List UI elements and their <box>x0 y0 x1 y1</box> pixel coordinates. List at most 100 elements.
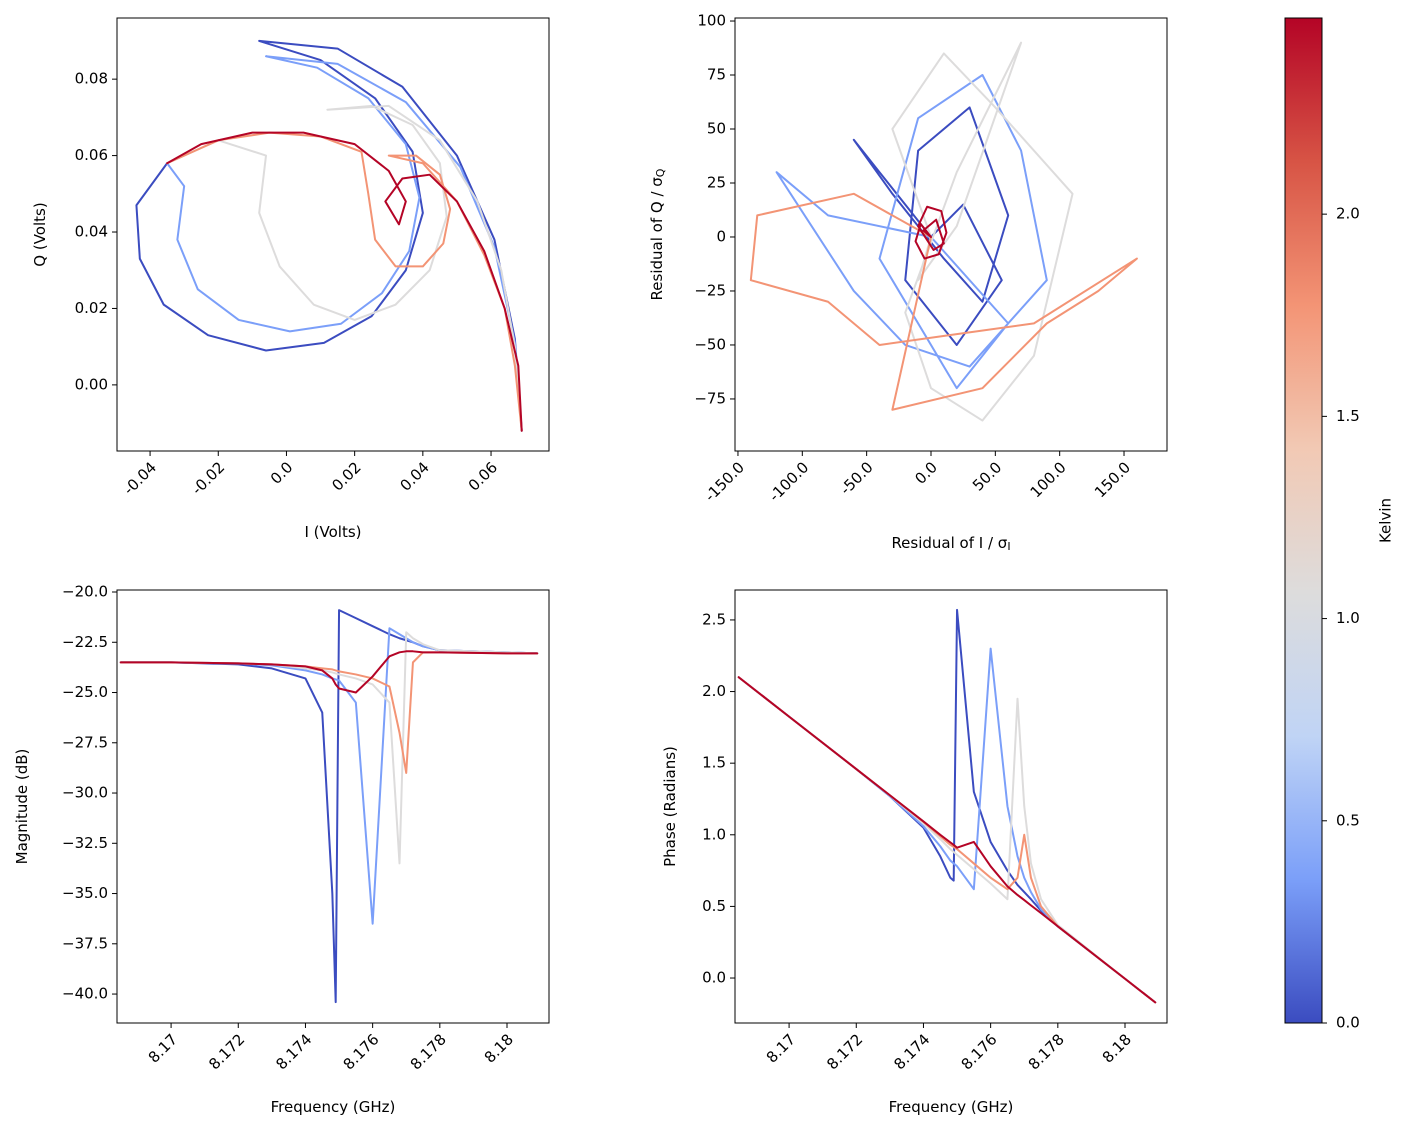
y-tick-label: 75 <box>707 66 726 84</box>
y-tick-label: −50 <box>694 335 726 353</box>
plot-area <box>749 41 1138 422</box>
x-tick-label: 8.174 <box>272 1030 315 1073</box>
y-tick-label: 0.02 <box>75 299 108 317</box>
curve <box>852 106 1010 346</box>
curve <box>737 647 1157 1004</box>
colorbar-tick-label: 1.0 <box>1336 609 1360 627</box>
x-tick-label: 50.0 <box>969 458 1005 494</box>
x-tick-label: -150.0 <box>701 458 748 505</box>
x-axis-label: Residual of I / σI <box>891 534 1010 554</box>
curve <box>914 205 948 260</box>
curve <box>166 131 523 432</box>
x-tick-label: 8.178 <box>1025 1030 1068 1073</box>
x-tick-label: 8.174 <box>890 1030 933 1073</box>
curve <box>891 41 1074 422</box>
y-axis-label: Magnitude (dB) <box>13 749 31 865</box>
y-tick-label: 0.06 <box>75 146 108 164</box>
y-axis-label-main: Magnitude (dB) <box>13 749 31 865</box>
axes-frame <box>116 589 550 1024</box>
colorbar-tick-label: 0.0 <box>1336 1014 1360 1032</box>
x-tick-label: 8.172 <box>205 1030 248 1073</box>
y-tick-label: 100 <box>697 12 726 30</box>
y-tick-label: −20.0 <box>62 583 108 601</box>
plot-area <box>119 609 539 1004</box>
y-tick-label: 25 <box>707 173 726 191</box>
x-tick-label: -100.0 <box>765 458 812 505</box>
x-axis-label: Frequency (GHz) <box>271 1098 396 1116</box>
colorbar-label: Kelvin <box>1377 498 1395 543</box>
y-tick-label: −27.5 <box>62 733 108 751</box>
x-tick-label: -0.04 <box>120 458 160 498</box>
x-tick-label: 8.178 <box>407 1030 450 1073</box>
colorbar-tick-label: 1.5 <box>1336 407 1360 425</box>
axes-frame <box>116 17 550 452</box>
colorbar-tick-label: 2.0 <box>1336 205 1360 223</box>
x-tick-label: 0.0 <box>267 458 297 488</box>
y-tick-label: 0.00 <box>75 375 108 393</box>
x-tick-label: 0.06 <box>465 458 501 494</box>
curve <box>119 651 539 774</box>
x-tick-label: 8.176 <box>340 1030 383 1073</box>
curve <box>166 131 523 432</box>
x-tick-label: 8.18 <box>1099 1030 1135 1066</box>
y-tick-label: 50 <box>707 120 726 138</box>
y-tick-label: −25 <box>694 281 726 299</box>
y-tick-label: 1.5 <box>702 754 726 772</box>
y-tick-label: −22.5 <box>62 633 108 651</box>
y-tick-label: −32.5 <box>62 834 108 852</box>
x-tick-label: 0.04 <box>397 458 433 494</box>
curve <box>166 55 523 432</box>
curve <box>119 650 539 694</box>
curve <box>135 39 523 432</box>
y-tick-label: 0 <box>716 227 726 245</box>
y-axis-label-main: Q (Volts) <box>31 202 49 266</box>
plot-area <box>135 39 523 432</box>
x-tick-label: 100.0 <box>1027 458 1070 501</box>
y-axis-label-main: Residual of Q / σ <box>648 177 666 301</box>
x-tick-label: 0.02 <box>328 458 364 494</box>
colorbar <box>1284 17 1323 1024</box>
y-tick-label: −75 <box>694 389 726 407</box>
curve <box>749 192 1138 411</box>
y-tick-label: 0.08 <box>75 70 108 88</box>
y-axis-label-subscript: Q <box>654 168 667 177</box>
x-axis-label-main: Residual of I / σ <box>891 534 1007 552</box>
curve <box>737 676 1157 1004</box>
y-tick-label: 0.0 <box>702 969 726 987</box>
x-tick-label: -50.0 <box>836 458 876 498</box>
colorbar-tick-label: 0.5 <box>1336 811 1360 829</box>
axes-frame <box>734 589 1168 1024</box>
x-tick-label: -0.02 <box>188 458 228 498</box>
axes-frame <box>734 17 1168 452</box>
y-tick-label: −30.0 <box>62 784 108 802</box>
x-axis-label-main: Frequency (GHz) <box>271 1098 396 1116</box>
y-tick-label: −40.0 <box>62 985 108 1003</box>
y-tick-label: −25.0 <box>62 683 108 701</box>
x-tick-label: 150.0 <box>1091 458 1134 501</box>
x-axis-label-main: Frequency (GHz) <box>889 1098 1014 1116</box>
x-tick-label: 8.176 <box>958 1030 1001 1073</box>
x-tick-label: 8.172 <box>823 1030 866 1073</box>
curve <box>166 104 523 432</box>
y-axis-label: Phase (Radians) <box>661 746 679 867</box>
x-tick-label: 8.17 <box>763 1030 799 1066</box>
curve <box>737 608 1157 1004</box>
y-axis-label: Q (Volts) <box>31 202 49 266</box>
y-tick-label: 2.0 <box>702 682 726 700</box>
x-tick-label: 8.17 <box>145 1030 181 1066</box>
x-tick-label: 8.18 <box>481 1030 517 1066</box>
y-tick-label: 0.04 <box>75 223 108 241</box>
y-axis-label: Residual of Q / σQ <box>648 168 668 300</box>
y-tick-label: −37.5 <box>62 934 108 952</box>
y-tick-label: 2.5 <box>702 610 726 628</box>
y-tick-label: −35.0 <box>62 884 108 902</box>
x-axis-label: Frequency (GHz) <box>889 1098 1014 1116</box>
x-axis-label-main: I (Volts) <box>304 523 361 541</box>
x-axis-label-subscript: I <box>1007 540 1010 553</box>
y-tick-label: 0.5 <box>702 897 726 915</box>
plot-area <box>737 608 1157 1004</box>
curve <box>775 74 1048 390</box>
y-axis-label-main: Phase (Radians) <box>661 746 679 867</box>
